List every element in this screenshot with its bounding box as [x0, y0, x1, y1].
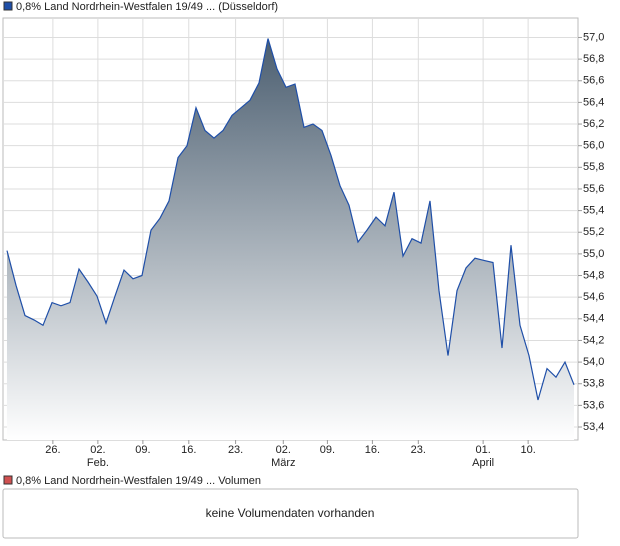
chart-title: 0,8% Land Nordrhein-Westfalen 19/49 ... …: [16, 1, 278, 13]
y-tick-label: 55,0: [583, 248, 604, 260]
month-label: Feb.: [87, 457, 109, 469]
y-tick-label: 56,8: [583, 53, 604, 65]
y-tick-label: 53,4: [583, 421, 604, 433]
legend-swatch: [3, 1, 13, 11]
y-tick-label: 55,8: [583, 161, 604, 173]
x-tick-label: 23.: [228, 444, 243, 456]
x-tick-label: 09.: [135, 444, 150, 456]
y-tick-label: 53,6: [583, 399, 604, 411]
y-tick-label: 56,0: [583, 140, 604, 152]
legend-swatch: [3, 475, 13, 485]
y-tick-label: 54,8: [583, 269, 604, 281]
x-tick-label: 16.: [181, 444, 196, 456]
x-tick-label: 02.: [276, 444, 291, 456]
y-tick-label: 55,2: [583, 226, 604, 238]
y-tick-label: 54,2: [583, 334, 604, 346]
y-tick-label: 53,8: [583, 378, 604, 390]
y-tick-label: 56,2: [583, 118, 604, 130]
x-tick-label: 02.: [90, 444, 105, 456]
volume-title: 0,8% Land Nordrhein-Westfalen 19/49 ... …: [16, 475, 261, 487]
volume-panel: [2, 488, 579, 539]
y-tick-label: 56,6: [583, 75, 604, 87]
x-tick-label: 26.: [45, 444, 60, 456]
month-label: März: [271, 457, 295, 469]
volume-message: keine Volumendaten vorhanden: [206, 506, 375, 520]
y-tick-label: 54,6: [583, 291, 604, 303]
y-tick-label: 56,4: [583, 96, 604, 108]
price-line: [6, 38, 575, 401]
y-tick-label: 55,6: [583, 183, 604, 195]
y-tick-label: 57,0: [583, 31, 604, 43]
y-tick-label: 55,4: [583, 205, 604, 217]
x-tick-label: 16.: [365, 444, 380, 456]
y-tick-label: 54,4: [583, 313, 604, 325]
x-tick-label: 23.: [411, 444, 426, 456]
month-label: April: [472, 457, 494, 469]
x-tick-label: 01.: [475, 444, 490, 456]
x-tick-label: 10.: [520, 444, 535, 456]
x-tick-label: 09.: [320, 444, 335, 456]
y-tick-label: 54,0: [583, 356, 604, 368]
area-fill: [6, 38, 575, 440]
